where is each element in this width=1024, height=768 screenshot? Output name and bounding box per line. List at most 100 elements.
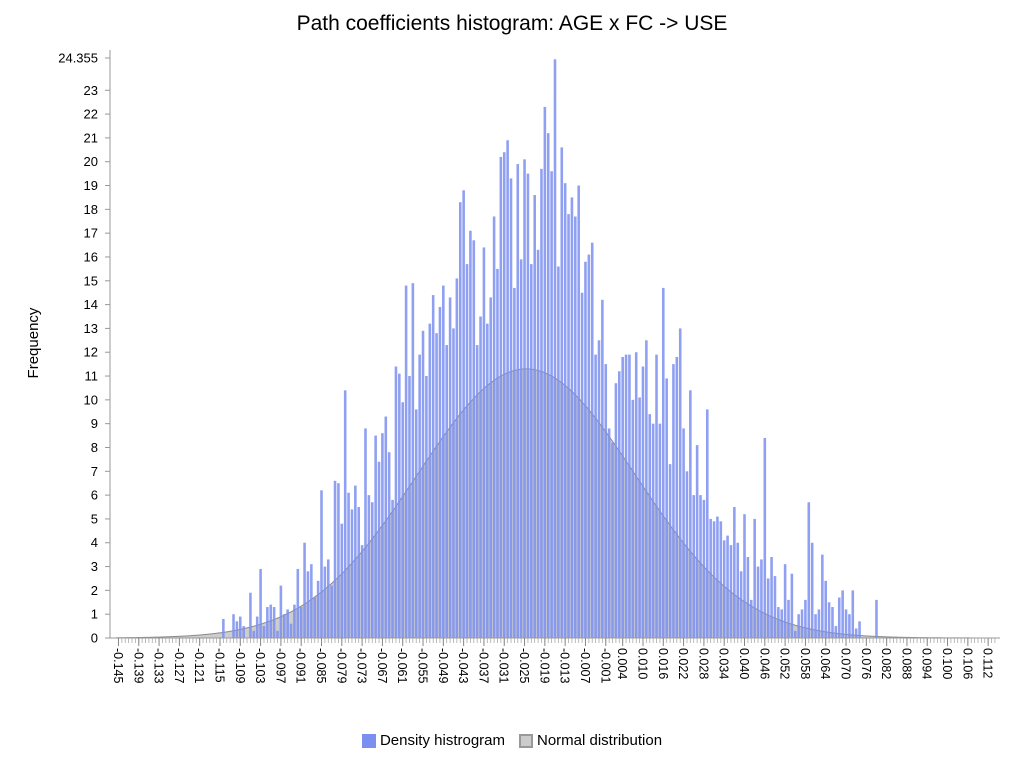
- histogram-bar[interactable]: [655, 354, 658, 638]
- histogram-bar[interactable]: [330, 585, 333, 638]
- histogram-bar[interactable]: [469, 230, 472, 638]
- histogram-bar[interactable]: [756, 566, 760, 638]
- histogram-bar[interactable]: [516, 164, 520, 638]
- histogram-bar[interactable]: [557, 266, 560, 639]
- histogram-bar[interactable]: [360, 545, 364, 638]
- histogram-bar[interactable]: [604, 364, 608, 638]
- histogram-bar[interactable]: [587, 254, 591, 638]
- histogram-bar[interactable]: [394, 366, 398, 638]
- histogram-bar[interactable]: [770, 557, 773, 638]
- histogram-bar[interactable]: [678, 328, 682, 638]
- histogram-bar[interactable]: [364, 428, 367, 638]
- histogram-bar[interactable]: [408, 376, 411, 638]
- histogram-bar[interactable]: [665, 378, 668, 638]
- histogram-bar[interactable]: [452, 328, 455, 638]
- histogram-bar[interactable]: [343, 390, 347, 638]
- histogram-bar[interactable]: [526, 173, 530, 638]
- histogram-bar[interactable]: [502, 152, 506, 638]
- histogram-bar[interactable]: [431, 295, 435, 638]
- histogram-bar[interactable]: [790, 573, 794, 638]
- histogram-bar[interactable]: [442, 285, 445, 638]
- histogram-bar[interactable]: [719, 521, 723, 638]
- histogram-bar[interactable]: [530, 264, 533, 638]
- histogram-bar[interactable]: [807, 502, 811, 638]
- histogram-bar[interactable]: [662, 287, 665, 638]
- histogram-bar[interactable]: [780, 609, 784, 638]
- histogram-bar[interactable]: [810, 542, 814, 638]
- histogram-bar[interactable]: [333, 480, 337, 638]
- histogram-bar[interactable]: [821, 554, 824, 638]
- histogram-bar[interactable]: [699, 495, 702, 638]
- histogram-bar[interactable]: [773, 576, 777, 638]
- histogram-bar[interactable]: [831, 607, 834, 638]
- histogram-bar[interactable]: [262, 626, 266, 638]
- histogram-bar[interactable]: [499, 156, 503, 638]
- histogram-bar[interactable]: [689, 390, 692, 638]
- histogram-bar[interactable]: [269, 604, 273, 638]
- histogram-bar[interactable]: [705, 409, 709, 638]
- histogram-bar[interactable]: [455, 278, 459, 638]
- histogram-bar[interactable]: [354, 485, 357, 638]
- legend-item-density[interactable]: Density histrogram: [361, 732, 505, 749]
- histogram-bar[interactable]: [404, 285, 408, 638]
- histogram-bar[interactable]: [641, 366, 645, 638]
- histogram-bar[interactable]: [255, 616, 259, 638]
- histogram-bar[interactable]: [316, 580, 320, 638]
- histogram-bar[interactable]: [560, 147, 564, 639]
- histogram-bar[interactable]: [458, 202, 462, 638]
- histogram-bar[interactable]: [851, 590, 855, 638]
- histogram-bar[interactable]: [222, 618, 225, 638]
- histogram-bar[interactable]: [367, 495, 371, 638]
- histogram-bar[interactable]: [347, 492, 350, 638]
- histogram-bar[interactable]: [550, 171, 553, 639]
- histogram-bar[interactable]: [479, 316, 482, 638]
- histogram-bar[interactable]: [546, 133, 550, 638]
- histogram-bar[interactable]: [543, 106, 547, 638]
- histogram-bar[interactable]: [733, 507, 736, 638]
- histogram-bar[interactable]: [763, 437, 767, 638]
- histogram-bar[interactable]: [235, 621, 239, 638]
- histogram-bar[interactable]: [259, 568, 262, 638]
- histogram-bar[interactable]: [289, 623, 293, 638]
- histogram-bar[interactable]: [777, 607, 780, 638]
- histogram-bar[interactable]: [695, 445, 699, 638]
- histogram-bar[interactable]: [875, 599, 878, 638]
- histogram-bar[interactable]: [614, 383, 618, 638]
- histogram-bar[interactable]: [326, 559, 330, 638]
- histogram-bar[interactable]: [624, 354, 628, 638]
- histogram-bar[interactable]: [858, 621, 861, 638]
- histogram-bar[interactable]: [712, 521, 716, 638]
- histogram-bar[interactable]: [601, 299, 604, 638]
- histogram-bar[interactable]: [238, 616, 242, 638]
- histogram-bar[interactable]: [391, 499, 394, 638]
- histogram-bar[interactable]: [827, 602, 831, 638]
- histogram-bar[interactable]: [722, 540, 726, 638]
- histogram-bar[interactable]: [563, 183, 567, 638]
- histogram-bar[interactable]: [743, 514, 746, 638]
- histogram-bar[interactable]: [580, 292, 584, 638]
- histogram-bar[interactable]: [435, 333, 438, 638]
- histogram-bar[interactable]: [418, 354, 421, 638]
- histogram-bar[interactable]: [729, 545, 733, 638]
- histogram-bar[interactable]: [425, 376, 428, 638]
- histogram-bar[interactable]: [398, 373, 401, 638]
- histogram-bar[interactable]: [323, 566, 327, 638]
- histogram-bar[interactable]: [465, 264, 469, 638]
- histogram-bar[interactable]: [411, 283, 415, 638]
- histogram-bar[interactable]: [574, 216, 577, 639]
- histogram-bar[interactable]: [340, 523, 344, 638]
- histogram-bar[interactable]: [536, 249, 540, 638]
- histogram-bar[interactable]: [540, 168, 543, 639]
- legend-item-normal[interactable]: Normal distribution: [519, 732, 662, 749]
- histogram-bar[interactable]: [387, 452, 391, 638]
- histogram-bar[interactable]: [760, 559, 763, 638]
- histogram-bar[interactable]: [486, 323, 489, 638]
- histogram-bar[interactable]: [716, 516, 719, 638]
- histogram-bar[interactable]: [272, 607, 276, 638]
- histogram-bar[interactable]: [668, 464, 672, 638]
- histogram-bar[interactable]: [634, 352, 638, 638]
- histogram-bar[interactable]: [841, 590, 844, 638]
- histogram-bar[interactable]: [421, 330, 425, 638]
- histogram-bar[interactable]: [611, 442, 614, 638]
- histogram-bar[interactable]: [567, 214, 570, 638]
